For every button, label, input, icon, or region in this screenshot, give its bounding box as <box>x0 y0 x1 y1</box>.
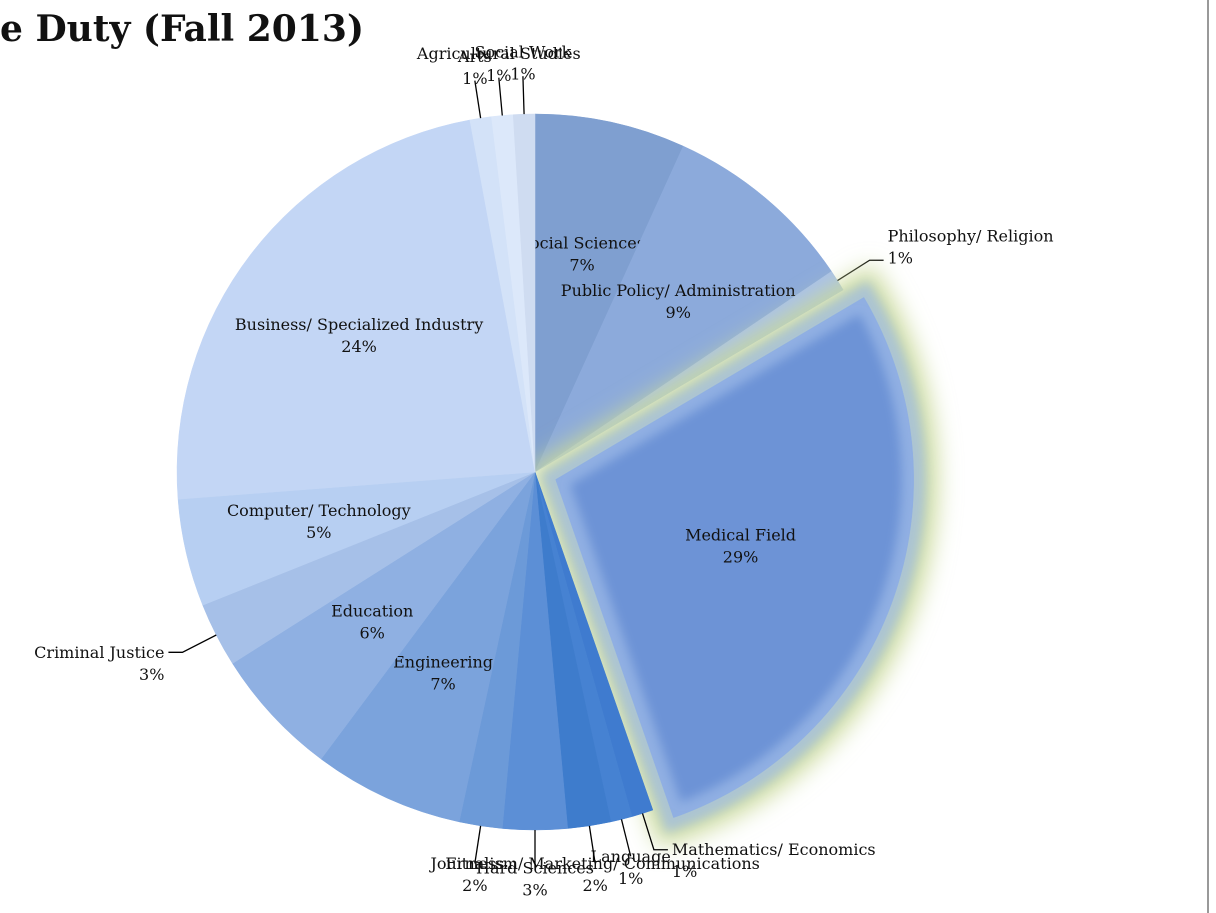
slice-label: Education <box>331 601 413 620</box>
slice-label: Medical Field <box>685 526 796 545</box>
slice-label: Fitness <box>445 854 504 873</box>
slice <box>176 119 536 500</box>
slice-value-label: 1% <box>888 249 913 268</box>
chart-title: e Duty (Fall 2013) <box>0 8 364 50</box>
leader-line <box>474 825 482 864</box>
slice <box>534 145 832 473</box>
slice-label: Engineering <box>393 653 493 672</box>
slice-value-label: 3% <box>139 665 164 684</box>
slice-label: Business/ Specialized Industry <box>235 315 483 334</box>
slice-value-label: 3% <box>522 881 547 900</box>
slice-label: Arts <box>457 47 492 66</box>
slice-shade <box>541 280 926 833</box>
leader-line <box>588 825 596 864</box>
slice-value-label: 9% <box>666 303 691 322</box>
slice-label: Social Sciences <box>519 234 645 253</box>
slice-value-label: 6% <box>359 623 384 642</box>
leader-line <box>620 819 632 857</box>
leader-line <box>641 813 668 851</box>
slice <box>512 113 536 473</box>
slice-value-label: 2% <box>582 876 607 895</box>
slice-value-label: 2% <box>462 876 487 895</box>
slice-label: Social Work <box>475 43 572 62</box>
slice <box>320 471 536 823</box>
leader-line <box>837 259 884 282</box>
slice-label: Criminal Justice <box>34 643 164 662</box>
slice-value-label: 24% <box>341 337 377 356</box>
slice-value-label: 1% <box>510 65 535 84</box>
leader-line <box>474 80 482 119</box>
slice-value-label: 1% <box>672 862 697 881</box>
slice-label: Language <box>591 847 671 866</box>
slice-label: Philosophy/ Religion <box>888 227 1054 246</box>
slice <box>232 471 536 760</box>
slice-label: Public Policy/ Administration <box>561 281 796 300</box>
slice-value-label: 1% <box>486 66 511 85</box>
slice-value-label: 29% <box>723 548 759 567</box>
slice-label: Computer/ Technology <box>227 501 411 520</box>
slice-label: Agricultural Studies <box>416 44 581 63</box>
leader-line <box>498 77 503 116</box>
slice-value-label: 7% <box>569 256 594 275</box>
slice-value-label: 1% <box>462 69 487 88</box>
leader-line <box>522 76 525 115</box>
slice-label: Journalism/ Marketing/ Communications <box>428 854 759 873</box>
slice-value-label: 7% <box>430 675 455 694</box>
slice-value-label: 5% <box>306 523 331 542</box>
slice-label: Mathematics/ Economics <box>672 840 876 859</box>
slice-label: Hard Sciences <box>476 859 594 878</box>
slice-value-label: 1% <box>618 869 643 888</box>
leader-line <box>168 634 217 653</box>
slice <box>534 113 684 473</box>
